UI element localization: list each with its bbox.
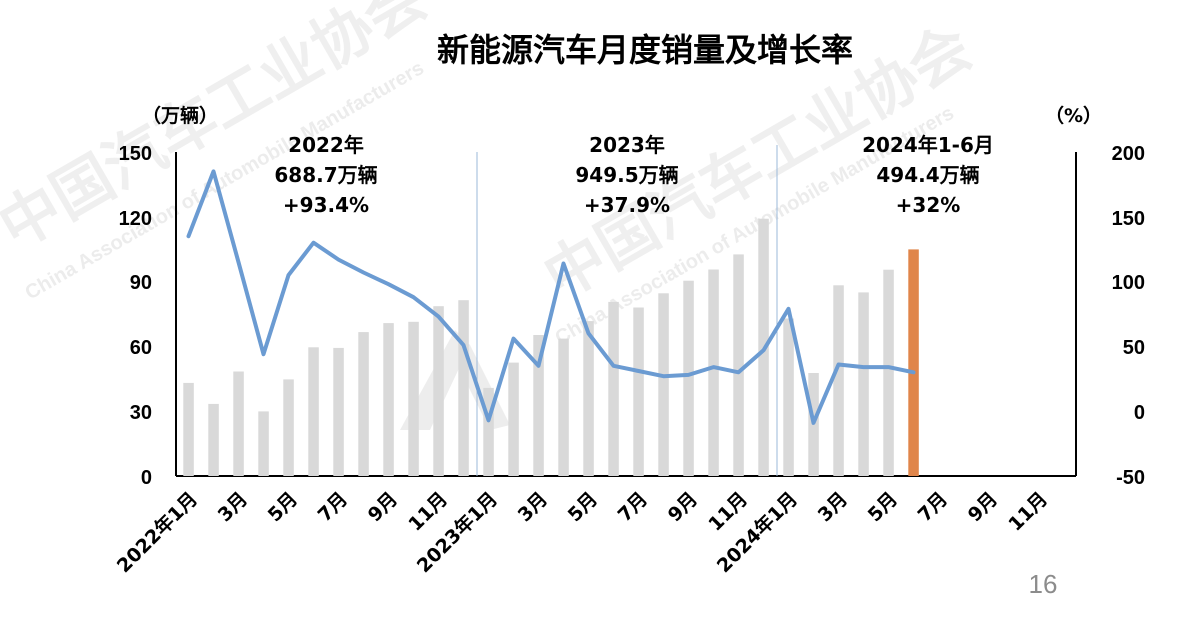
bar [833, 285, 844, 476]
bar [558, 339, 569, 476]
bar [383, 323, 394, 476]
bar [733, 254, 744, 476]
annotation-2023-growth: +37.9% [584, 193, 670, 217]
annotation-2022-growth: +93.4% [283, 193, 369, 217]
annotation-2024: 2024年1-6月 494.4万辆 +32% [862, 133, 994, 217]
watermark-cn-left: 中国汽车工业协会 [0, 0, 438, 263]
x-tick-label: 3月 [214, 488, 252, 526]
bar [783, 319, 794, 477]
y-right-tick: 50 [1123, 337, 1145, 359]
y-right-tick: 200 [1112, 143, 1145, 165]
y-left-tick: 60 [130, 337, 152, 359]
bar [858, 292, 869, 476]
bar [583, 321, 594, 476]
x-tick-label: 5月 [264, 488, 302, 526]
bar [208, 404, 219, 476]
bar [283, 379, 294, 476]
annotation-2022: 2022年 688.7万辆 +93.4% [274, 133, 377, 217]
y-left-tick: 90 [130, 272, 152, 294]
y-right-ticks: 200 150 100 50 0 -50 [1112, 143, 1145, 489]
bar [333, 348, 344, 476]
y-left-tick: 150 [119, 143, 152, 165]
y-left-tick: 0 [141, 467, 152, 489]
annotation-2023-year: 2023年 [589, 133, 665, 157]
y-right-tick: -50 [1116, 467, 1145, 489]
x-tick-label: 7月 [914, 488, 952, 526]
annotation-2024-growth: +32% [896, 193, 961, 217]
bar [483, 388, 494, 476]
bar [708, 270, 719, 477]
x-tick-label: 9月 [664, 488, 702, 526]
bar [258, 411, 269, 476]
x-tick-label: 7月 [314, 488, 352, 526]
x-tick-label: 3月 [814, 488, 852, 526]
bar [608, 302, 619, 476]
bar [183, 383, 194, 476]
chart-title: 新能源汽车月度销量及增长率 [437, 31, 853, 69]
x-tick-label: 5月 [864, 488, 902, 526]
bar [883, 270, 894, 476]
annotation-2024-volume: 494.4万辆 [876, 163, 979, 187]
y-left-unit: （万辆） [142, 104, 218, 127]
x-tick-label: 7月 [614, 488, 652, 526]
x-tick-label: 11月 [1004, 488, 1052, 536]
x-tick-label: 3月 [514, 488, 552, 526]
annotation-2023: 2023年 949.5万辆 +37.9% [575, 133, 678, 217]
bar [233, 372, 244, 477]
annotation-2022-year: 2022年 [288, 133, 364, 157]
bar [458, 300, 469, 476]
annotation-2024-period: 2024年1-6月 [862, 133, 994, 157]
y-right-tick: 0 [1134, 402, 1145, 424]
bar [408, 322, 419, 476]
x-tick-label: 9月 [964, 488, 1002, 526]
bar [358, 332, 369, 476]
page-number: 16 [1029, 569, 1058, 599]
bar [433, 306, 444, 476]
bar [508, 363, 519, 476]
y-left-tick: 30 [130, 402, 152, 424]
bar [633, 308, 644, 477]
x-tick-label: 5月 [564, 488, 602, 526]
annotation-2022-volume: 688.7万辆 [274, 163, 377, 187]
y-right-tick: 100 [1112, 272, 1145, 294]
bar-highlight [908, 249, 919, 476]
y-right-tick: 150 [1112, 208, 1145, 230]
y-right-unit: （%） [1045, 104, 1102, 127]
bar [308, 347, 319, 476]
annotation-2023-volume: 949.5万辆 [575, 163, 678, 187]
y-left-tick: 120 [119, 208, 152, 230]
x-tick-label: 2022年1月 [112, 487, 202, 577]
x-tick-label: 9月 [364, 488, 402, 526]
bar [683, 281, 694, 476]
bar [658, 293, 669, 476]
